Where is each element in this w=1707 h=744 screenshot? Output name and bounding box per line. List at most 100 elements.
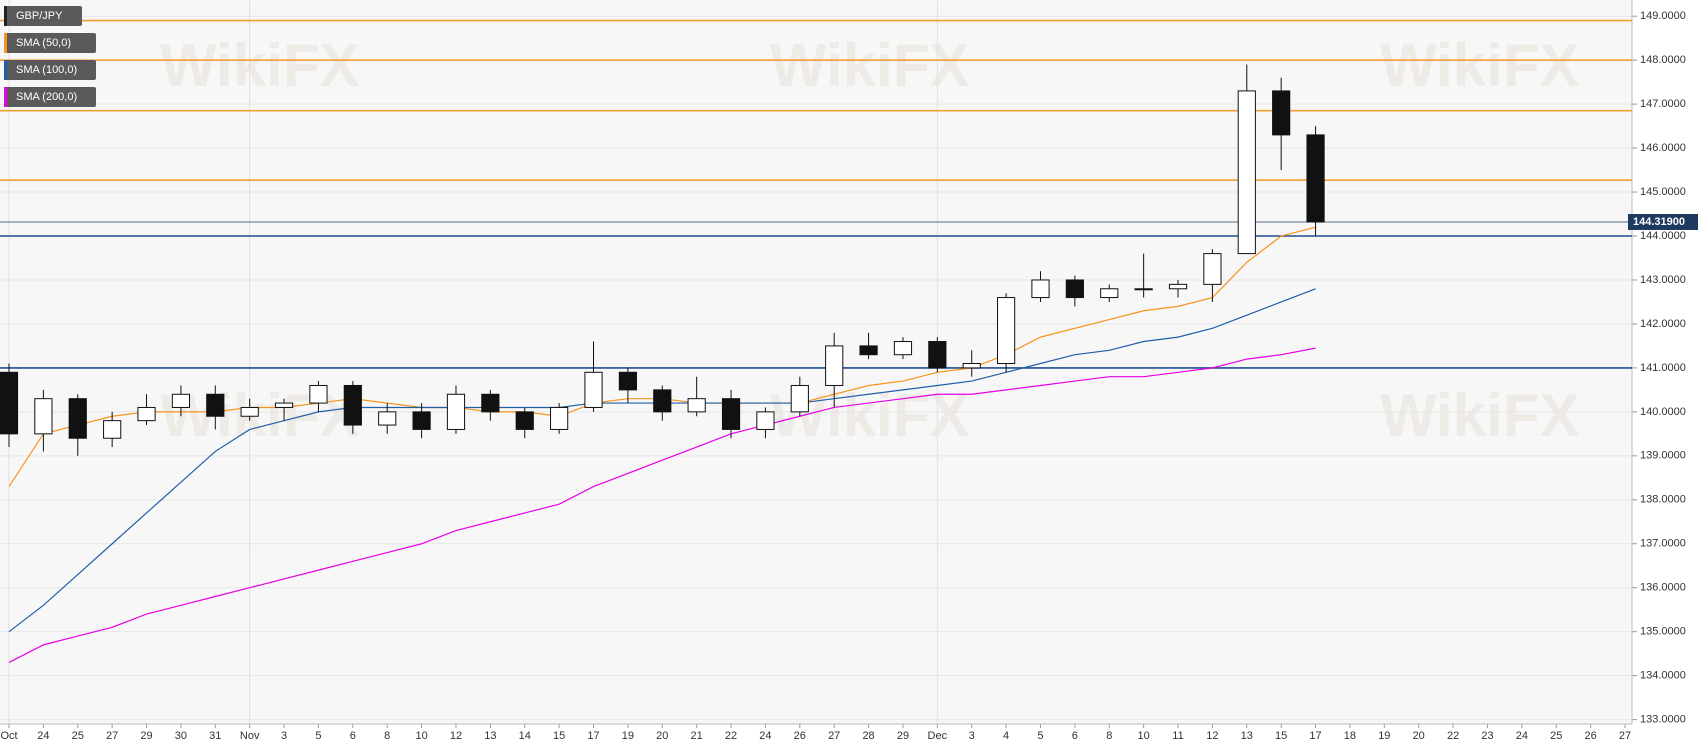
x-tick-label: 17 — [587, 730, 599, 742]
candle-body — [687, 398, 706, 413]
y-tick-label: 147.0000 — [1640, 98, 1686, 110]
candle-body — [343, 384, 362, 426]
candle-body — [274, 402, 294, 408]
x-tick-label: 3 — [281, 730, 287, 742]
x-tick-label: Nov — [240, 730, 260, 742]
x-tick-label: 13 — [1241, 730, 1253, 742]
x-tick-label: 26 — [794, 730, 806, 742]
candle-body — [1134, 288, 1153, 291]
candle-body — [756, 411, 775, 430]
legend-label: SMA (200,0) — [16, 91, 77, 103]
candle-body — [446, 393, 466, 430]
candle-body — [1065, 279, 1084, 299]
candle-body — [309, 384, 328, 404]
x-tick-label: 5 — [315, 730, 321, 742]
x-tick-label: 20 — [1413, 730, 1425, 742]
x-tick-label: 12 — [1206, 730, 1218, 742]
y-tick-label: 148.0000 — [1640, 54, 1686, 66]
y-tick-label: 137.0000 — [1640, 538, 1686, 550]
x-tick-label: 18 — [1344, 730, 1356, 742]
legend-item: SMA (50,0) — [4, 33, 96, 53]
x-tick-label: 15 — [553, 730, 565, 742]
x-tick-label: 29 — [897, 730, 909, 742]
x-tick-label: 21 — [691, 730, 703, 742]
x-tick-label: 13 — [484, 730, 496, 742]
candle-body — [859, 345, 878, 356]
candle-body — [1100, 288, 1119, 299]
x-tick-label: 26 — [1584, 730, 1596, 742]
x-tick-label: 27 — [106, 730, 118, 742]
watermark: WikiFX — [1380, 32, 1579, 99]
last-price-tag: 144.31900 — [1628, 213, 1698, 230]
candle-body — [618, 371, 637, 391]
x-tick-label: 10 — [1138, 730, 1150, 742]
x-tick-label: 14 — [519, 730, 531, 742]
x-tick-label: 20 — [656, 730, 668, 742]
x-tick-label: 11 — [1172, 730, 1183, 742]
x-tick-label: 30 — [175, 730, 187, 742]
x-tick-label: 19 — [622, 730, 634, 742]
x-tick-label: 31 — [209, 730, 221, 742]
y-tick-label: 146.0000 — [1640, 142, 1686, 154]
candle-body — [481, 393, 500, 413]
legend-item: SMA (200,0) — [4, 87, 96, 107]
x-tick-label: 4 — [1003, 730, 1009, 742]
x-tick-label: 24 — [1516, 730, 1528, 742]
plot-area — [0, 0, 1632, 724]
x-tick-label: 22 — [1447, 730, 1459, 742]
legend-label: SMA (100,0) — [16, 64, 77, 76]
candle-body — [997, 297, 1016, 364]
legend-label: GBP/JPY — [16, 10, 63, 22]
y-tick-label: 136.0000 — [1640, 582, 1686, 594]
candle-body — [240, 406, 259, 417]
x-tick-label: 25 — [1550, 730, 1562, 742]
y-tick-label: 144.0000 — [1640, 230, 1686, 242]
candle-body — [412, 411, 431, 430]
price-tag-bg — [1628, 213, 1698, 230]
x-tick-label: 24 — [759, 730, 771, 742]
x-tick-label: 8 — [1106, 730, 1112, 742]
legend-box — [4, 60, 96, 80]
candle-body — [825, 345, 844, 386]
candle-body — [1031, 279, 1050, 299]
candle-body — [103, 420, 122, 439]
watermark: WikiFX — [1380, 382, 1579, 449]
y-tick-label: 138.0000 — [1640, 494, 1686, 506]
x-tick-label: 25 — [72, 730, 84, 742]
y-tick-label: 139.0000 — [1640, 450, 1686, 462]
x-tick-label: 23 — [1481, 730, 1493, 742]
x-tick-label: 27 — [828, 730, 840, 742]
watermark: WikiFX — [160, 32, 359, 99]
candle-body — [378, 411, 397, 426]
x-tick-label: Dec — [928, 730, 948, 742]
x-tick-label: 6 — [1072, 730, 1078, 742]
legend-swatch — [4, 33, 7, 53]
candle-body — [893, 341, 913, 356]
candle-body — [1203, 253, 1222, 285]
x-tick-label: 29 — [140, 730, 152, 742]
x-tick-label: 19 — [1378, 730, 1390, 742]
legend-swatch — [4, 6, 7, 26]
legend-box — [4, 6, 82, 26]
x-tick-label: 24 — [37, 730, 49, 742]
candle-body — [515, 411, 534, 430]
candle-body — [1272, 90, 1291, 136]
x-tick-label: 15 — [1275, 730, 1287, 742]
legend-swatch — [4, 87, 7, 107]
candle-body — [68, 398, 87, 439]
y-tick-label: 133.0000 — [1640, 714, 1686, 726]
candle-body — [962, 363, 981, 369]
y-tick-label: 141.0000 — [1640, 362, 1686, 374]
candle-body — [0, 371, 19, 435]
legend-item: GBP/JPY — [4, 6, 82, 26]
candle-body — [790, 384, 809, 413]
y-tick-label: 145.0000 — [1640, 186, 1686, 198]
y-tick-label: 134.0000 — [1640, 670, 1686, 682]
y-tick-label: 142.0000 — [1640, 318, 1686, 330]
candle-body — [584, 371, 603, 408]
candle-body — [721, 398, 741, 430]
legend-item: SMA (100,0) — [4, 60, 96, 80]
x-tick-label: Oct — [0, 730, 17, 742]
x-tick-label: 12 — [450, 730, 462, 742]
